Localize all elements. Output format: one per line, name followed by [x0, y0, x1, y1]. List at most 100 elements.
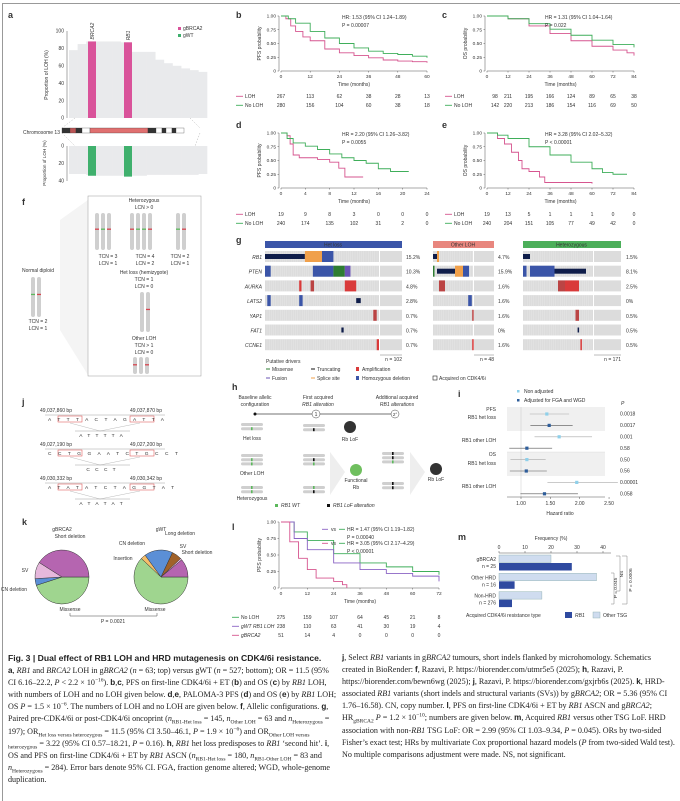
- allele-mark: [133, 364, 137, 366]
- group-header-het-loss: [265, 241, 402, 248]
- chromosome-icon: [142, 213, 146, 250]
- at-risk-count: 174: [301, 221, 310, 227]
- at-risk-count: 62: [337, 94, 343, 100]
- at-risk-count: 280: [277, 103, 286, 109]
- oncoprint-row-extra: [474, 309, 494, 321]
- caption-text: d: [243, 690, 249, 700]
- at-risk-count: 240: [483, 221, 492, 227]
- caption-text: = 527; bottom); OR = 11.5 (95% CI 6.16–2…: [8, 666, 329, 688]
- timeline-start: [253, 412, 257, 416]
- caption-text: BRCA2: [426, 653, 451, 662]
- at-risk-count: 19: [410, 624, 416, 630]
- loh-profile-bar: [181, 146, 191, 175]
- alteration-mark: [310, 280, 315, 292]
- vs-label: vs: [331, 527, 337, 533]
- at-risk-count: 1: [591, 212, 594, 218]
- alteration-mark: [523, 265, 527, 277]
- chromosome-icon: [140, 292, 144, 332]
- section-label: PFS: [486, 407, 496, 413]
- at-risk-count: 124: [567, 94, 576, 100]
- loh-profile-bar: [129, 146, 139, 176]
- section-label: OS: [489, 452, 497, 458]
- y-tick-label: 0.50: [267, 41, 277, 47]
- caption-text: BRCA2: [625, 701, 650, 711]
- sequence: A T T T A C T A G A T T A: [48, 417, 167, 423]
- label: TCN > 1: [135, 343, 154, 349]
- chromosome-band: [175, 127, 185, 134]
- label: LCN > 0: [135, 205, 154, 211]
- caption-text: Het loss versus heterozygous: [38, 732, 103, 739]
- x-axis-label: Time (months): [544, 82, 576, 88]
- slice-label: Short deletion: [55, 534, 86, 540]
- step-label: RB1 alterations: [380, 402, 415, 408]
- panel-letter-k: k: [22, 517, 28, 527]
- caption-text: LOH, with numbers of LOH and no LOH give…: [8, 678, 327, 700]
- alteration-mark: [437, 251, 439, 262]
- alteration-mark: [373, 309, 377, 321]
- allele-mark: [251, 427, 253, 431]
- figure-frame: [2, 3, 680, 801]
- gene-label: RB1: [252, 255, 262, 261]
- at-risk-count: 8: [438, 615, 441, 621]
- label: Other LOH: [132, 336, 157, 342]
- caption-text: RB1: [291, 678, 306, 688]
- oncoprint-row-extra: [594, 295, 621, 307]
- caption-text: RB1: [568, 701, 583, 711]
- oncoprint-row-extra: [594, 324, 621, 336]
- alteration-mark: [523, 254, 530, 259]
- x-tick-label: 24: [337, 74, 343, 80]
- p-value: P = 0.00040: [347, 535, 374, 541]
- label: Rb LoF: [428, 477, 444, 483]
- p-value: P = 0.00007: [342, 23, 369, 29]
- alteration-percent: 0.7%: [406, 343, 418, 349]
- at-risk-count: 0: [377, 212, 380, 218]
- series-name: LOH: [245, 212, 256, 218]
- at-risk-count: 0: [385, 633, 388, 639]
- alteration-percent: 0.5%: [626, 343, 638, 349]
- p-value: 0.00001: [620, 480, 638, 486]
- legend-title: Putative drivers: [266, 359, 301, 365]
- oncoprint-row-extra: [380, 265, 402, 277]
- x-tick-label: 2.50: [604, 501, 614, 507]
- panel-letter-h: h: [232, 382, 238, 392]
- allele-mark: [392, 486, 394, 490]
- caption-text: , Acquired: [521, 713, 558, 723]
- label: Functional: [344, 478, 367, 484]
- loh-profile-bar: [172, 146, 182, 175]
- at-risk-count: 156: [306, 103, 315, 109]
- caption-text: n: [226, 714, 231, 724]
- position-label: 49,027,200 bp: [130, 442, 162, 448]
- x-tick-label: 1.00: [516, 501, 526, 507]
- legend-title: Acquired CDK4/6i resistance type: [466, 613, 541, 619]
- alteration-mark: [333, 265, 345, 277]
- chromosome-icon: [133, 357, 137, 374]
- category-n: n = 276: [479, 601, 496, 607]
- chromosome-band: [69, 127, 77, 134]
- loh-profile-bar: [163, 63, 173, 118]
- hr-point: [547, 423, 551, 427]
- at-risk-count: 107: [329, 615, 338, 621]
- caption-text: j: [342, 653, 345, 662]
- legend-label: gBRCA2: [183, 26, 203, 32]
- section-band: [507, 452, 605, 476]
- y-tick-label: 100: [56, 29, 65, 35]
- caption-text: b: [110, 678, 116, 688]
- loh-profile-bar: [69, 146, 78, 174]
- oncoprint-row-extra: [380, 324, 402, 336]
- series-name: No LOH: [241, 615, 259, 621]
- category-label: Non-HRD: [474, 594, 496, 600]
- loh-profile-bar: [129, 51, 139, 118]
- legend-swatch: [266, 377, 270, 379]
- allele-mark: [101, 228, 105, 230]
- row-label: Het loss: [243, 436, 262, 442]
- allele-mark: [146, 308, 150, 311]
- p-value: 0.58: [620, 446, 630, 452]
- allele-mark: [107, 228, 111, 230]
- allele-mark: [182, 228, 186, 230]
- legend-label: RB1 LoF alteration: [333, 503, 375, 509]
- x-tick-label: 30: [574, 545, 580, 551]
- alteration-mark: [437, 268, 455, 274]
- group-header-label: Heterozygous: [556, 243, 587, 249]
- at-risk-count: 151: [525, 221, 534, 227]
- caption-text: ,: [12, 666, 17, 676]
